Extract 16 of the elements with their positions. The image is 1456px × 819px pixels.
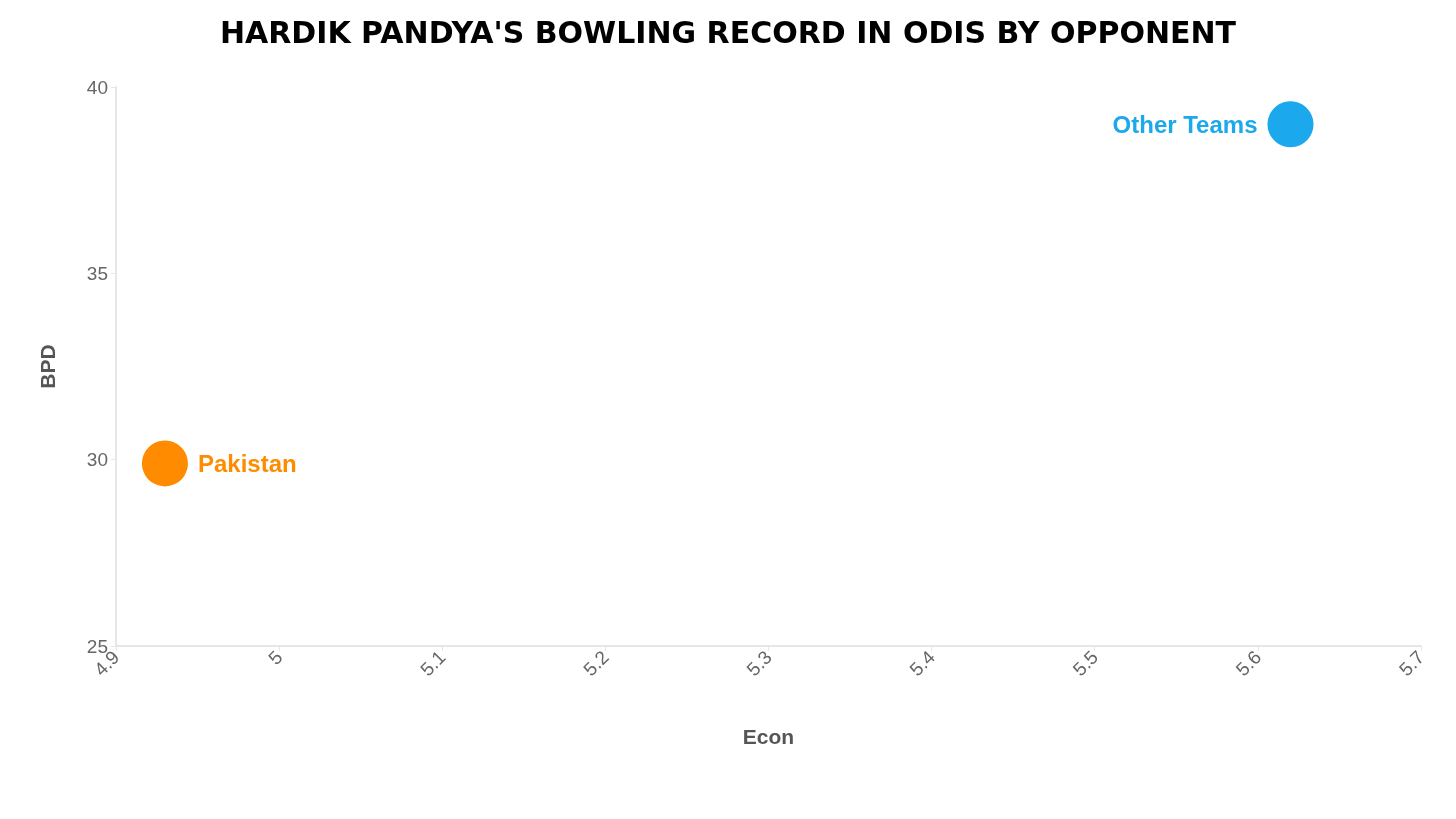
x-tick-label: 5.4 [905,646,940,681]
y-tick-label: 35 [86,262,108,284]
y-tick-label: 30 [86,449,108,471]
x-axis-title: Econ [742,725,795,748]
series-label: Pakistan [197,449,297,477]
y-tick-label: 40 [86,76,108,98]
x-tick-label: 5.5 [1068,646,1103,681]
x-tick-label: 5.2 [579,646,613,681]
chart-title: HARDIK PANDYA'S BOWLING RECORD IN ODIS BY OPPONENT [219,14,1237,50]
y-axis-title: BPD [36,344,59,389]
x-tick-label: 5.1 [416,646,450,681]
x-tick-label: 5.6 [1231,646,1266,681]
series-label: Other Teams [1112,110,1258,138]
x-tick-label: 5.7 [1394,646,1429,681]
x-tick-label: 5.3 [742,646,776,681]
x-tick-label: 5 [264,646,287,669]
